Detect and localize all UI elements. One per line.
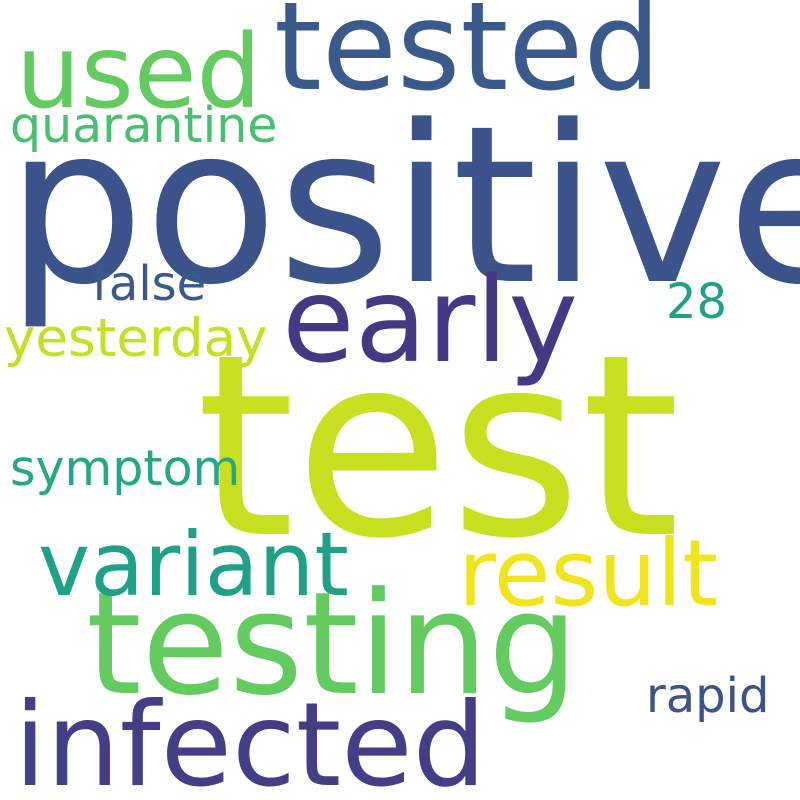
word-infected: infected [14, 678, 487, 800]
word-quarantine: quarantine [10, 97, 278, 154]
word-tested: tested [274, 0, 661, 118]
word-28: 28 [666, 274, 728, 330]
word-variant: variant [38, 513, 349, 616]
word-testing: testing [86, 562, 579, 727]
word-test: test [196, 301, 680, 594]
word-used: used [16, 13, 262, 132]
word-positive: positive [6, 80, 800, 333]
word-early: early [282, 251, 579, 389]
word-symptom: symptom [10, 440, 241, 497]
word-false: false [92, 256, 207, 312]
word-result: result [458, 520, 719, 627]
word-rapid: rapid [646, 668, 770, 724]
word-yesterday: yesterday [4, 308, 268, 369]
